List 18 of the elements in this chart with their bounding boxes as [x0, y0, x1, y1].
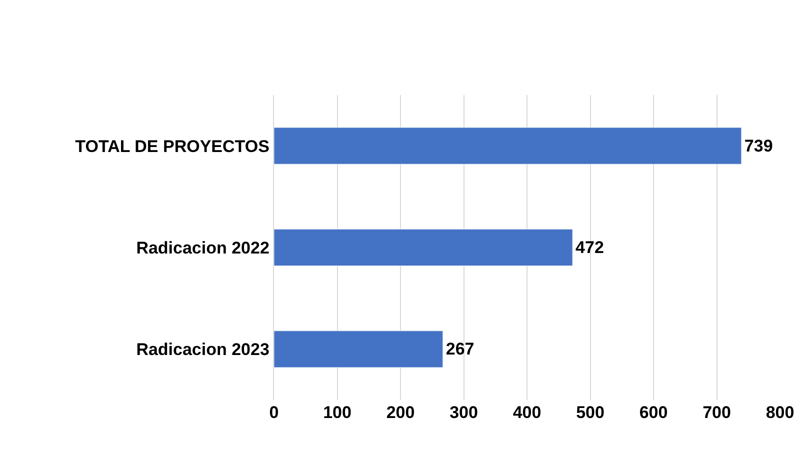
y-tick-label: Radicacion 2022 [136, 238, 270, 258]
x-tick-label: 300 [450, 403, 478, 422]
bar [274, 330, 444, 368]
y-tick-label: TOTAL DE PROYECTOS [75, 136, 270, 156]
data-label: 267 [446, 340, 474, 359]
data-label: 472 [576, 238, 604, 257]
x-tick-label: 0 [269, 403, 279, 422]
data-label: 739 [744, 136, 773, 156]
x-tick-label: 500 [576, 403, 604, 422]
bar [274, 127, 742, 164]
x-tick-label: 200 [386, 403, 415, 422]
x-tick-label: 800 [766, 403, 794, 422]
x-tick-label: 400 [512, 403, 542, 422]
y-tick-label: Radicacion 2023 [136, 340, 270, 360]
bar [274, 228, 573, 266]
x-tick-label: 100 [323, 403, 352, 422]
x-tick-label: 700 [702, 403, 731, 422]
x-tick-label: 600 [639, 403, 668, 422]
